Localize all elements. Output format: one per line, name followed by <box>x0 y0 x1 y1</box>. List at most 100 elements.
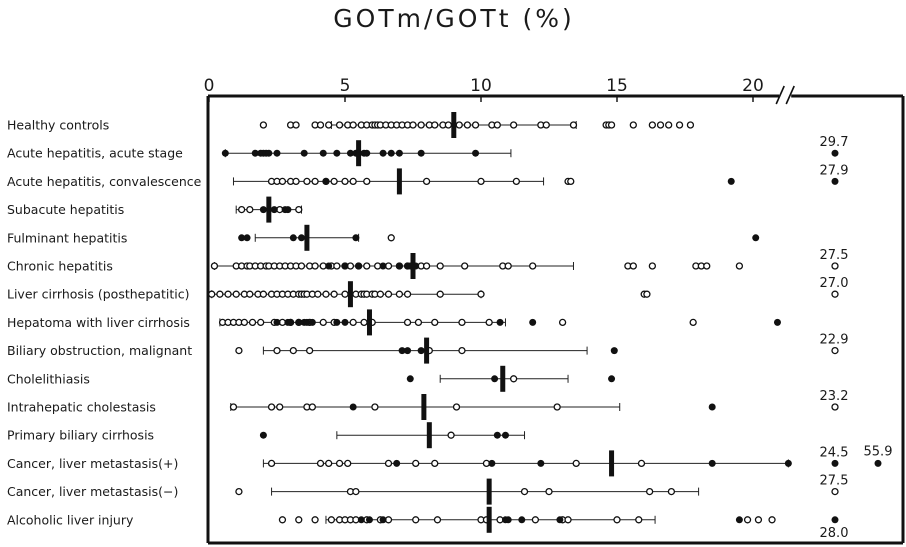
open-point <box>564 516 572 524</box>
open-point <box>308 403 317 411</box>
filled-point <box>398 347 406 355</box>
data-rows: 29.7 27.9 27.5 27.0 22.9 23.2 24.5 55.9 27.5 28.0 <box>208 112 892 541</box>
filled-point <box>395 149 403 157</box>
offscale-value-label: 27.5 <box>820 474 849 489</box>
open-point <box>409 121 417 129</box>
row-label: Acute hepatitis, convalescence <box>7 174 202 189</box>
filled-point <box>295 318 303 326</box>
filled-point <box>537 459 545 467</box>
open-point <box>363 177 371 186</box>
filled-point <box>365 516 373 524</box>
open-point <box>335 459 344 468</box>
data-row: 23.2 <box>229 389 848 420</box>
filled-point <box>404 347 412 355</box>
open-point <box>703 262 711 270</box>
row-label: Hepatoma with liver cirrhosis <box>7 315 190 330</box>
open-point <box>463 121 472 129</box>
offscale-open-point <box>831 403 839 411</box>
row-labels: Healthy controls Acute hepatitis, acute s… <box>7 118 202 528</box>
offscale-open-point <box>831 346 839 355</box>
open-point <box>629 262 637 270</box>
data-row: 27.5 <box>210 248 848 279</box>
open-point <box>319 318 327 327</box>
open-point <box>235 487 243 496</box>
open-point <box>458 318 466 327</box>
filled-point <box>346 149 354 157</box>
mean-bar <box>500 365 506 392</box>
open-point <box>235 346 243 355</box>
filled-point <box>610 347 618 355</box>
filled-point <box>363 149 371 157</box>
filled-point <box>735 516 743 524</box>
offscale-filled-point <box>831 177 839 185</box>
open-point <box>289 346 297 355</box>
open-point <box>477 290 485 298</box>
open-point <box>371 403 379 411</box>
mean-bar <box>451 112 457 138</box>
open-point <box>689 318 697 327</box>
filled-point <box>379 262 387 270</box>
filled-point <box>708 403 716 411</box>
filled-point <box>319 149 327 157</box>
row-label: Liver cirrhosis (posthepatitic) <box>7 287 189 302</box>
filled-point <box>297 234 305 242</box>
offscale-open-point <box>831 487 839 496</box>
open-point <box>210 262 219 270</box>
mean-bar <box>609 450 615 477</box>
chart-title: GOTm/GOTt (%) <box>333 4 574 33</box>
open-point <box>461 262 469 270</box>
open-point <box>303 177 311 186</box>
open-point <box>656 121 665 129</box>
open-point <box>384 290 393 298</box>
axis-break-mark <box>775 85 785 105</box>
mean-bar <box>366 309 372 336</box>
filled-point <box>379 516 387 524</box>
filled-point <box>238 234 246 242</box>
open-point <box>768 516 776 524</box>
mean-bar <box>304 224 310 251</box>
open-point <box>330 177 338 186</box>
data-row: 27.9 <box>232 163 848 195</box>
open-point <box>363 262 371 270</box>
open-point <box>504 262 512 270</box>
filled-point <box>608 375 616 383</box>
mean-bar <box>424 337 430 364</box>
filled-point <box>333 149 341 157</box>
data-row: 24.5 55.9 <box>262 444 892 477</box>
filled-point <box>496 318 504 326</box>
open-point <box>352 487 360 496</box>
open-point <box>246 290 254 298</box>
open-point <box>455 121 463 129</box>
open-point <box>325 121 333 129</box>
open-point <box>267 403 276 411</box>
offscale-filled-point <box>831 459 839 467</box>
open-point <box>224 290 232 298</box>
open-point <box>344 459 352 468</box>
open-point <box>349 318 357 327</box>
open-point <box>412 516 420 524</box>
open-point <box>531 516 540 524</box>
open-point <box>458 346 466 355</box>
open-point <box>237 205 246 214</box>
row-label: Subacute hepatitis <box>7 202 124 217</box>
open-point <box>545 487 553 496</box>
filled-point <box>393 459 401 467</box>
open-point <box>349 177 357 186</box>
filled-point <box>325 262 333 270</box>
open-point <box>208 290 216 298</box>
filled-point <box>504 516 512 524</box>
filled-point <box>300 149 308 157</box>
open-point <box>316 121 325 129</box>
filled-point <box>284 206 292 214</box>
open-point <box>743 516 752 524</box>
open-point <box>273 346 281 355</box>
filled-point <box>417 347 425 355</box>
open-point <box>387 234 395 242</box>
row-label: Cancer, liver metastasis(+) <box>7 456 178 471</box>
offscale-value-label: 24.5 <box>820 445 849 460</box>
offscale-filled-point <box>874 459 882 467</box>
row-label: Cholelithiasis <box>7 371 90 386</box>
filled-point <box>395 262 403 270</box>
open-point <box>267 459 276 468</box>
mean-bar <box>356 140 362 167</box>
